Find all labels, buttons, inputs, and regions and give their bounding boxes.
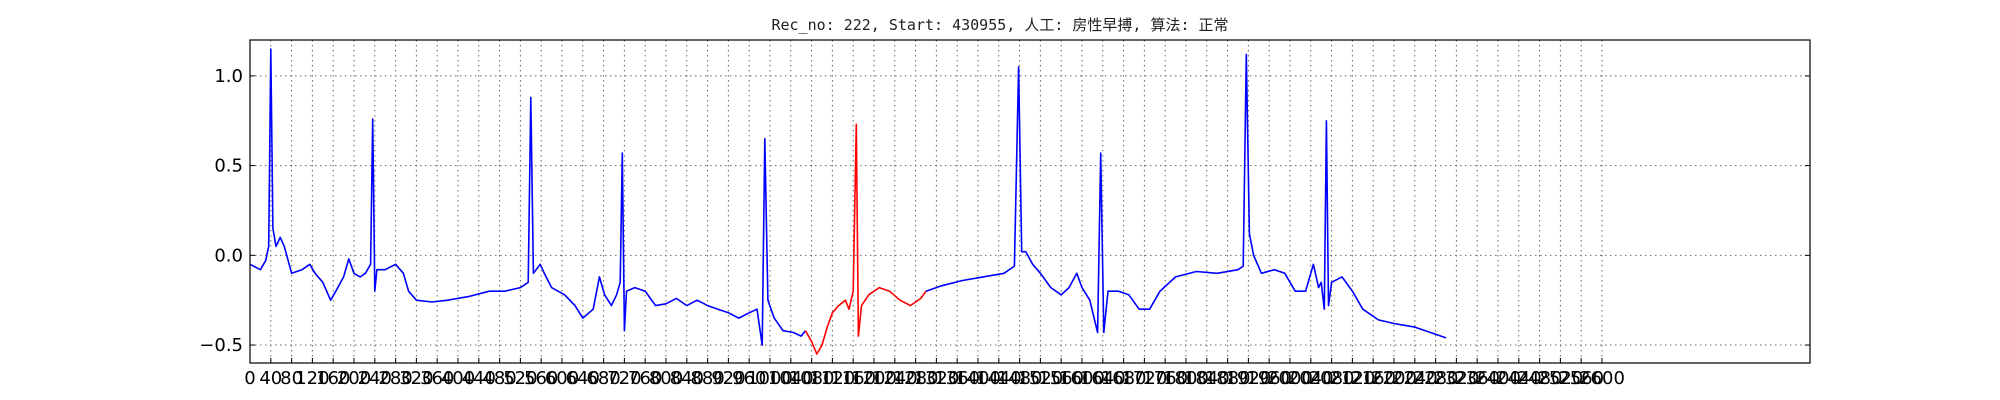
x-tick-label: 2160 [1350,368,1396,389]
x-tick-label: 1840 [1184,368,1230,389]
y-axis-ticks: −0.5 0.0 0.5 1.0 [199,66,1810,356]
x-tick-label: 1920 [1225,368,1271,389]
x-axis-ticks: 0 408012016020024028032036040044048052056… [244,358,1625,389]
x-tick-label: 40 [259,368,282,389]
x-tick-label: 640 [566,368,600,389]
x-tick-label: 1440 [976,368,1022,389]
x-tick-label: 680 [586,368,620,389]
x-tick-label: 600 [545,368,579,389]
x-tick-label: 1600 [1059,368,1105,389]
x-tick-label: 1160 [830,368,876,389]
y-tick-label: 0.5 [214,156,243,177]
x-tick-label: 1560 [1038,368,1084,389]
series-line-0 [249,48,807,346]
x-tick-label: 960 [732,368,766,389]
x-tick-label: 1480 [997,368,1043,389]
x-tick-label: 560 [524,368,558,389]
series-lines [249,48,1447,355]
x-tick-label: 1720 [1121,368,1167,389]
x-tick-label: 1640 [1080,368,1126,389]
x-tick-label: 1360 [934,368,980,389]
x-tick-label: 800 [649,368,683,389]
x-tick-label: 280 [378,368,412,389]
series-line-2 [925,53,1447,339]
x-tick-label: 80 [280,368,303,389]
x-tick-label: 2520 [1537,368,1583,389]
x-tick-label: 1400 [955,368,1001,389]
x-tick-label: 2600 [1579,368,1625,389]
x-tick-label: 0 [244,368,255,389]
x-tick-label: 760 [628,368,662,389]
x-tick-label: 2080 [1309,368,1355,389]
x-tick-label: 720 [607,368,641,389]
grid-lines [249,40,1810,363]
chart-title: Rec_no: 222, Start: 430955, 人工: 房性早搏, 算法… [771,16,1228,34]
x-tick-label: 1760 [1142,368,1188,389]
x-tick-label: 840 [670,368,704,389]
x-tick-label: 1800 [1163,368,1209,389]
x-tick-label: 2400 [1475,368,1521,389]
x-tick-label: 2480 [1517,368,1563,389]
x-tick-label: 480 [482,368,516,389]
x-tick-label: 2040 [1288,368,1334,389]
x-tick-label: 2360 [1454,368,1500,389]
series-line-1 [804,123,927,355]
x-tick-label: 1000 [747,368,793,389]
x-tick-label: 1520 [1017,368,1063,389]
x-tick-label: 1280 [893,368,939,389]
y-tick-label: 1.0 [214,66,243,87]
plot-frame [249,39,1811,364]
x-tick-label: 1320 [913,368,959,389]
x-tick-label: 120 [295,368,329,389]
x-tick-label: 160 [316,368,350,389]
x-tick-label: 2240 [1392,368,1438,389]
x-tick-label: 1880 [1205,368,1251,389]
x-tick-label: 440 [462,368,496,389]
x-tick-label: 2000 [1267,368,1313,389]
y-tick-label: 0.0 [214,245,243,266]
x-tick-label: 2320 [1433,368,1479,389]
x-tick-label: 520 [503,368,537,389]
x-tick-label: 1960 [1246,368,1292,389]
x-tick-label: 360 [420,368,454,389]
x-tick-label: 1200 [851,368,897,389]
x-tick-label: 1080 [789,368,835,389]
x-tick-label: 320 [399,368,433,389]
x-tick-label: 1120 [809,368,855,389]
x-tick-label: 2280 [1413,368,1459,389]
x-tick-label: 920 [711,368,745,389]
x-tick-label: 1240 [872,368,918,389]
x-tick-label: 240 [358,368,392,389]
x-tick-label: 1680 [1101,368,1147,389]
x-tick-label: 1040 [768,368,814,389]
y-tick-label: −0.5 [199,335,243,356]
x-tick-label: 400 [441,368,475,389]
x-tick-label: 2440 [1496,368,1542,389]
x-tick-label: 2560 [1558,368,1604,389]
x-tick-label: 2200 [1371,368,1417,389]
x-tick-label: 880 [690,368,724,389]
x-tick-label: 2120 [1329,368,1375,389]
x-tick-label: 200 [337,368,371,389]
